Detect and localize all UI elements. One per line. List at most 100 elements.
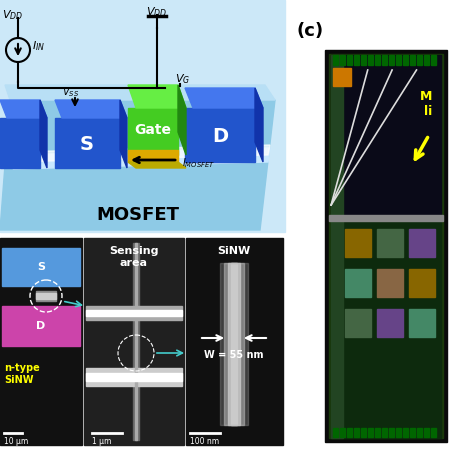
Polygon shape [361, 55, 366, 65]
Polygon shape [186, 238, 283, 445]
Text: D: D [212, 128, 228, 146]
Text: n-type
SiNW: n-type SiNW [4, 363, 40, 385]
Polygon shape [2, 248, 80, 286]
Polygon shape [396, 55, 401, 65]
Polygon shape [340, 55, 345, 65]
Polygon shape [133, 243, 139, 440]
Polygon shape [409, 229, 435, 257]
Polygon shape [178, 85, 186, 155]
Polygon shape [86, 306, 182, 320]
Text: 100 nm: 100 nm [190, 437, 219, 446]
Text: S: S [80, 136, 94, 154]
Polygon shape [13, 145, 270, 162]
Polygon shape [403, 55, 408, 65]
Polygon shape [424, 428, 429, 437]
Polygon shape [409, 269, 435, 297]
Polygon shape [224, 263, 244, 425]
Text: 1 μm: 1 μm [92, 437, 111, 446]
Text: 10 μm: 10 μm [4, 437, 28, 446]
Polygon shape [185, 108, 255, 162]
Polygon shape [135, 243, 137, 440]
Polygon shape [410, 428, 415, 437]
Polygon shape [382, 55, 387, 65]
Polygon shape [377, 309, 403, 337]
Text: D: D [36, 321, 46, 331]
Polygon shape [377, 269, 403, 297]
Polygon shape [403, 428, 408, 437]
Polygon shape [331, 221, 441, 438]
Polygon shape [255, 88, 263, 162]
Polygon shape [0, 100, 275, 230]
Polygon shape [347, 428, 352, 437]
Text: Sensing
area: Sensing area [109, 246, 159, 268]
Text: (c): (c) [296, 22, 324, 40]
Polygon shape [431, 428, 436, 437]
Polygon shape [0, 118, 40, 168]
Polygon shape [331, 55, 343, 215]
Polygon shape [55, 100, 127, 118]
Polygon shape [36, 293, 56, 299]
Polygon shape [128, 162, 186, 168]
Polygon shape [340, 428, 345, 437]
Polygon shape [55, 118, 120, 168]
Polygon shape [128, 108, 178, 155]
Polygon shape [329, 215, 443, 221]
Polygon shape [185, 88, 263, 108]
Polygon shape [120, 100, 127, 168]
Polygon shape [0, 238, 82, 445]
Polygon shape [368, 428, 373, 437]
Polygon shape [36, 291, 56, 301]
Polygon shape [231, 263, 237, 425]
Polygon shape [431, 55, 436, 65]
Polygon shape [389, 428, 394, 437]
Text: $V_{SS}$: $V_{SS}$ [62, 85, 79, 99]
Text: $I_{MOSFET}$: $I_{MOSFET}$ [182, 156, 215, 170]
Polygon shape [329, 54, 443, 438]
Polygon shape [389, 55, 394, 65]
Polygon shape [345, 269, 371, 297]
Polygon shape [331, 221, 343, 438]
Polygon shape [86, 368, 182, 386]
Polygon shape [417, 55, 422, 65]
Text: $V_{DD}$: $V_{DD}$ [2, 8, 23, 22]
Polygon shape [375, 428, 380, 437]
Polygon shape [325, 50, 447, 442]
Polygon shape [13, 148, 270, 169]
Text: MOSFET: MOSFET [97, 206, 180, 224]
Polygon shape [354, 55, 359, 65]
Polygon shape [228, 263, 240, 425]
Polygon shape [128, 150, 178, 162]
Polygon shape [354, 428, 359, 437]
Polygon shape [84, 238, 184, 445]
Polygon shape [375, 55, 380, 65]
Polygon shape [0, 0, 285, 232]
Text: S: S [37, 262, 45, 272]
Text: M
li: M li [420, 90, 432, 118]
Text: $V_G$: $V_G$ [175, 72, 190, 86]
Polygon shape [410, 55, 415, 65]
Polygon shape [377, 229, 403, 257]
Polygon shape [368, 55, 373, 65]
Polygon shape [424, 55, 429, 65]
Polygon shape [333, 428, 338, 437]
Text: SiNW: SiNW [217, 246, 251, 256]
Polygon shape [40, 100, 47, 168]
Polygon shape [396, 428, 401, 437]
Polygon shape [417, 428, 422, 437]
Polygon shape [382, 428, 387, 437]
Polygon shape [333, 55, 338, 65]
Polygon shape [220, 263, 248, 425]
Polygon shape [333, 68, 351, 86]
Text: W = 55 nm: W = 55 nm [204, 350, 264, 360]
Polygon shape [347, 55, 352, 65]
Polygon shape [409, 309, 435, 337]
Text: $V_{DD}$: $V_{DD}$ [146, 5, 167, 19]
Polygon shape [128, 85, 186, 108]
Text: $I_{IN}$: $I_{IN}$ [32, 39, 45, 53]
Polygon shape [2, 306, 80, 346]
Polygon shape [5, 85, 275, 100]
Polygon shape [0, 100, 47, 118]
Polygon shape [86, 310, 182, 316]
Text: Gate: Gate [135, 123, 172, 137]
Polygon shape [331, 55, 441, 215]
